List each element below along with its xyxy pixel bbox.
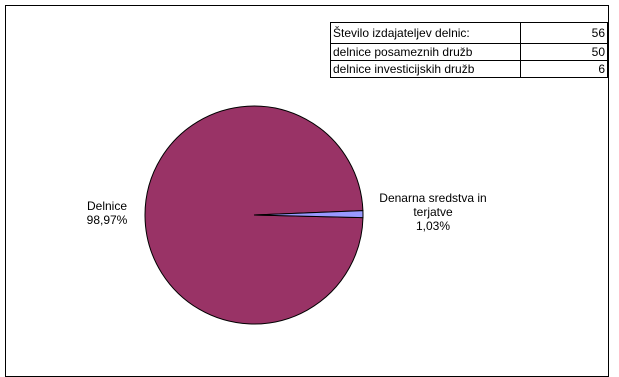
table-row: Število izdajateljev delnic: 56 xyxy=(330,22,608,44)
slice-percent-denarna: 1,03% xyxy=(415,219,451,233)
pie-slice-1 xyxy=(253,210,364,219)
issuer-count-label: Število izdajateljev delnic: xyxy=(330,22,521,44)
investment-companies-label: delnice investicijskih družb xyxy=(330,60,521,78)
table-row: delnice investicijskih družb 6 xyxy=(330,60,608,78)
individual-companies-value: 50 xyxy=(520,43,608,61)
slice-label-delnice: Delnice 98,97% xyxy=(62,199,152,227)
slice-percent-delnice: 98,97% xyxy=(86,213,128,227)
slice-name-delnice: Delnice xyxy=(86,199,128,213)
slice-name-denarna: Denarna sredstva in terjatve xyxy=(379,191,487,219)
investment-companies-value: 6 xyxy=(520,60,608,78)
slice-label-denarna: Denarna sredstva in terjatve 1,03% xyxy=(368,191,498,233)
issuer-info-table: Število izdajateljev delnic: 56 delnice … xyxy=(330,22,608,78)
